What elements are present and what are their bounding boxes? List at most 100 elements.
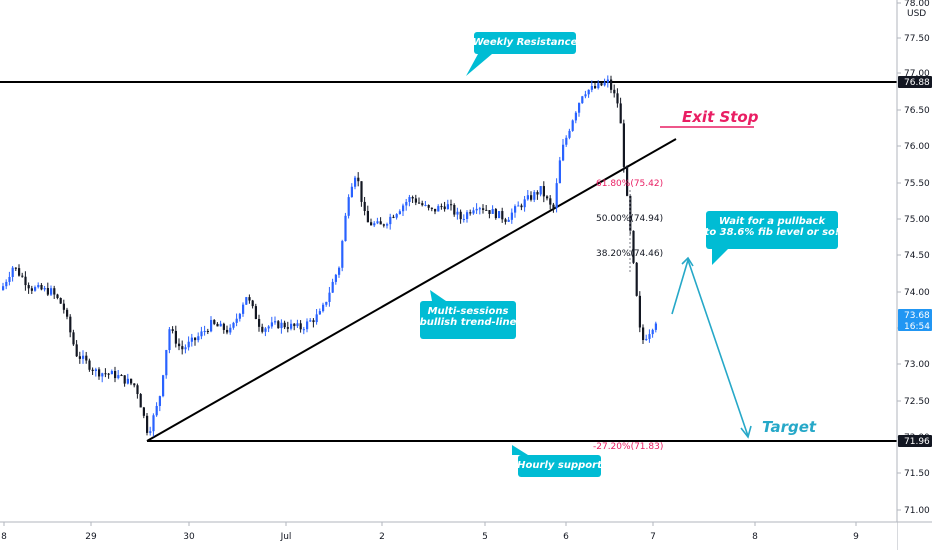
candle-body	[72, 332, 75, 345]
candle-body	[174, 330, 177, 344]
candle-body	[178, 343, 181, 347]
candle-body	[366, 210, 369, 223]
candle-body	[338, 267, 341, 275]
candle-body	[536, 192, 539, 195]
candle-body	[162, 375, 165, 397]
fib-level-label: -27.20%(71.83)	[593, 442, 663, 452]
hourly-support-callout-bg	[518, 455, 601, 477]
y-tick-label: 76.00	[904, 142, 930, 152]
candle-body	[376, 221, 379, 224]
candle-body	[274, 321, 277, 323]
candle-body	[533, 192, 536, 200]
candle-body	[517, 205, 520, 207]
candle-body	[520, 205, 523, 208]
candle-body	[370, 222, 373, 226]
hourly-support-callout-text: Hourly support	[517, 460, 603, 471]
candle-body	[450, 204, 453, 206]
exit-stop-label: Exit Stop	[682, 108, 759, 126]
candle-body	[155, 405, 158, 416]
candle-body	[53, 288, 56, 295]
candle-body	[213, 320, 216, 324]
candle-body	[539, 186, 542, 195]
candle-body	[216, 323, 219, 327]
candle-body	[101, 373, 104, 377]
y-tick-label: 72.50	[904, 397, 930, 407]
candle-body	[402, 205, 405, 212]
candle-body	[360, 181, 363, 202]
candle-body	[357, 177, 360, 182]
candle-body	[296, 323, 299, 327]
candle-body	[344, 215, 347, 242]
candle-body	[606, 79, 609, 83]
candle-body	[571, 120, 574, 131]
candle-body	[248, 297, 251, 301]
candle-body	[232, 322, 235, 328]
candle-body	[306, 321, 309, 330]
candle-body	[555, 183, 558, 209]
candle-body	[242, 304, 245, 314]
candle-body	[238, 313, 241, 319]
candle-body	[62, 303, 65, 310]
candle-body	[43, 288, 46, 290]
candle-body	[568, 130, 571, 138]
candle-body	[584, 94, 587, 97]
candle-body	[552, 204, 555, 209]
candle-body	[59, 297, 62, 304]
candle-body	[482, 208, 485, 210]
time-axis-bg	[0, 522, 897, 550]
candle-body	[616, 93, 619, 104]
candle-body	[210, 320, 213, 332]
candle-body	[549, 198, 552, 205]
projection-arrow-down	[740, 425, 752, 439]
pullback-callout-tail	[712, 249, 728, 265]
candle-body	[40, 284, 43, 290]
candle-body	[219, 323, 222, 327]
candle-body	[18, 268, 21, 276]
candle-body	[418, 202, 421, 204]
y-tick-label: 75.00	[904, 215, 930, 225]
x-tick-label: 6	[563, 532, 569, 542]
x-tick-label: 29	[85, 532, 97, 542]
candle-body	[37, 284, 40, 288]
candle-body	[245, 297, 248, 305]
candle-body	[485, 209, 488, 211]
candle-body	[600, 83, 603, 86]
candle-body	[334, 274, 337, 282]
candle-body	[318, 311, 321, 315]
candle-body	[88, 360, 91, 370]
candle-body	[526, 195, 529, 200]
candle-body	[146, 415, 149, 433]
candle-body	[642, 327, 645, 341]
candle-body	[507, 219, 510, 222]
candle-body	[373, 223, 376, 226]
y-tick-label: 75.50	[904, 179, 930, 189]
projection-path	[671, 257, 749, 437]
candle-body	[184, 347, 187, 350]
candle-body	[542, 186, 545, 197]
candle-body	[530, 195, 533, 200]
candle-body	[75, 344, 78, 357]
candle-body	[565, 137, 568, 145]
candle-body	[258, 319, 261, 327]
candle-body	[5, 281, 8, 287]
candle-body	[498, 211, 501, 219]
candle-body	[453, 205, 456, 215]
candle-body	[168, 329, 171, 351]
candle-body	[654, 323, 657, 330]
y-tick-label: 77.00	[904, 69, 930, 79]
candle-body	[395, 214, 398, 218]
candle-body	[590, 86, 593, 90]
candle-body	[197, 336, 200, 341]
candle-body	[587, 89, 590, 95]
candle-body	[648, 334, 651, 339]
weekly-resistance-callout-bg	[474, 32, 576, 54]
candle-body	[107, 373, 110, 375]
x-tick-label: Jul	[280, 532, 292, 542]
weekly-resistance-callout-text: Weekly Resistance	[473, 37, 578, 48]
y-tick-label: 77.50	[904, 34, 930, 44]
candle-body	[293, 323, 296, 327]
candle-body	[226, 329, 229, 333]
